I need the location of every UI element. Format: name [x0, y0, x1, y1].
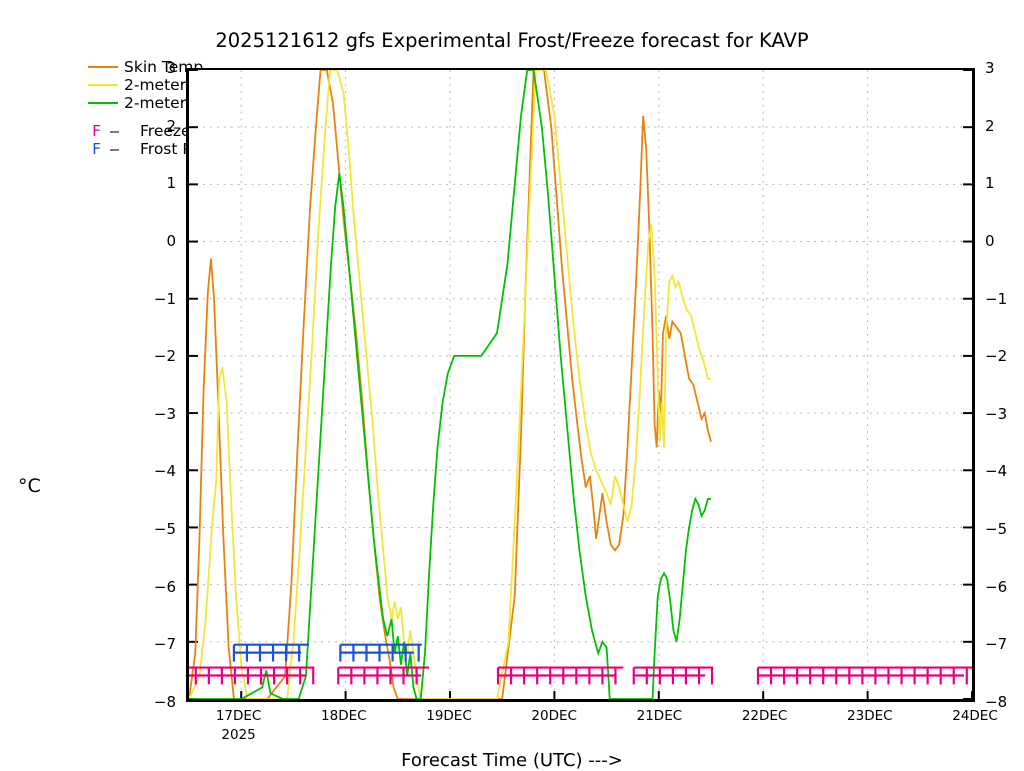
legend-marker-letter: F [92, 122, 102, 140]
y-axis-tick-label-left: 2 [166, 116, 176, 135]
x-axis-tick-label: 24DEC [952, 708, 998, 724]
y-axis-tick-label-left: −3 [153, 404, 176, 423]
plot-area [186, 68, 975, 702]
y-axis-tick-label-left: 3 [166, 59, 176, 77]
y-axis-tick-label-right: −7 [985, 635, 1008, 654]
freeze-potential-bar [337, 666, 430, 685]
y-axis-tick-label-left: −1 [153, 289, 176, 308]
y-axis-tick-label-left: −8 [153, 693, 176, 711]
legend-item: Skin Temp [88, 58, 418, 76]
y-axis-tick-label-right: −5 [985, 520, 1008, 539]
legend-line-swatch [88, 66, 118, 68]
y-axis-tick-label-right: 0 [985, 231, 995, 250]
freeze-potential-bar [189, 666, 315, 685]
x-axis-tick-label: 20DEC [531, 708, 577, 724]
legend-dash: — [110, 122, 120, 140]
freeze-potential-bar [756, 666, 972, 685]
y-axis-tick-label-right: −8 [985, 693, 1008, 711]
x-axis-tick-label: 22DEC [741, 708, 788, 724]
y-axis-tick-label-right: −6 [985, 577, 1008, 596]
legend-dash: — [110, 140, 120, 158]
x-axis-tick-label: 19DEC [426, 708, 472, 724]
y-axis-tick-label-right: 1 [985, 174, 995, 193]
x-axis-tick-label: 18DEC [321, 708, 367, 724]
freeze-potential-bar [632, 666, 714, 685]
x-axis-tick-label: 23DEC [847, 708, 893, 724]
y-axis-tick-label-left: 0 [166, 231, 176, 250]
y-axis-tick-label-right: 3 [985, 59, 995, 77]
x-axis-label: Forecast Time (UTC) ---> [401, 750, 623, 771]
x-axis-tick-label: 17DEC [215, 708, 262, 724]
y-axis-label: °C [18, 475, 41, 497]
y-axis-tick-label-left: 1 [166, 174, 176, 193]
y-axis-tick-label-left: −4 [153, 462, 176, 481]
y-axis-tick-label-left: −7 [153, 635, 176, 654]
y-axis-tick-label-right: −3 [985, 404, 1008, 423]
frost-potential-bar [339, 643, 422, 662]
y-axis-tick-label-right: 2 [985, 116, 995, 135]
y-axis-tick-label-left: −5 [153, 520, 176, 539]
frost-potential-bar [232, 643, 310, 662]
chart-title: 2025121612 gfs Experimental Frost/Freeze… [215, 29, 809, 52]
y-axis-tick-label-right: −1 [985, 289, 1008, 308]
x-axis-tick-label: 21DEC [636, 708, 683, 724]
y-axis-tick-label-left: −6 [153, 577, 176, 596]
legend-marker-letter: F [92, 140, 102, 158]
legend-label: Skin Temp [124, 58, 204, 76]
y-axis-tick-label-left: −2 [153, 347, 176, 366]
y-axis-tick-label-right: −4 [985, 462, 1008, 481]
y-axis-tick-label-right: −2 [985, 347, 1008, 366]
legend-line-swatch [88, 84, 118, 86]
legend-line-swatch [88, 102, 118, 104]
freeze-potential-bar [496, 666, 624, 685]
data-layer [189, 70, 972, 699]
x-axis-year-label: 2025 [221, 727, 256, 743]
